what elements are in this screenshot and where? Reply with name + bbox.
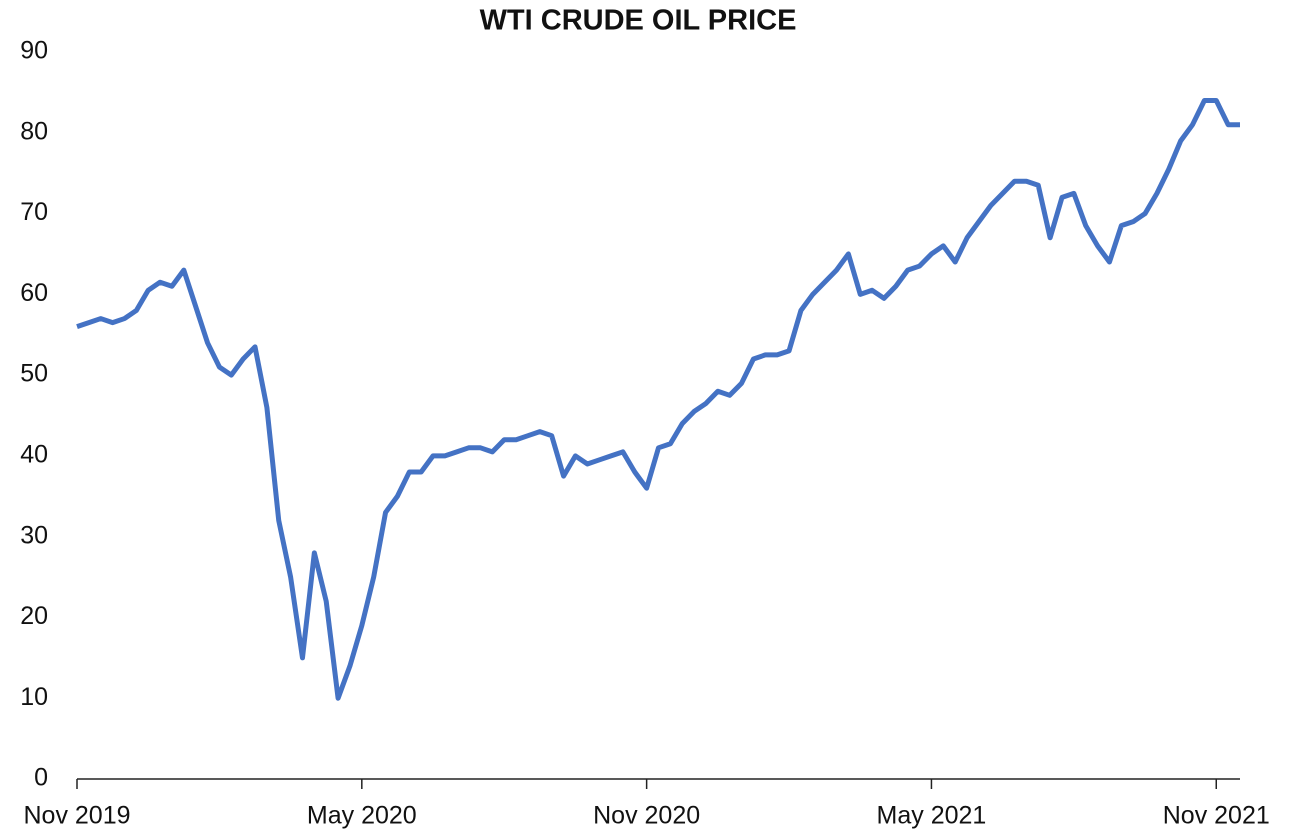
- y-tick-label: 80: [20, 117, 48, 145]
- y-tick-label: 30: [20, 521, 48, 549]
- y-tick-label: 50: [20, 360, 48, 388]
- line-series: [76, 97, 1240, 701]
- x-tick-label: May 2021: [877, 802, 987, 830]
- y-tick-label: 70: [20, 198, 48, 226]
- y-tick-label: 10: [20, 683, 48, 711]
- x-tick-label: Nov 2020: [593, 802, 700, 830]
- y-tick-label: 20: [20, 602, 48, 630]
- y-tick-label: 60: [20, 279, 48, 307]
- x-tick-label: May 2020: [307, 802, 417, 830]
- x-tick-label: Nov 2019: [23, 802, 130, 830]
- y-tick-label: 90: [20, 37, 48, 65]
- chart-title: WTI CRUDE OIL PRICE: [480, 5, 797, 37]
- y-tick-label: 0: [34, 764, 48, 792]
- y-tick-label: 40: [20, 440, 48, 468]
- x-tick-label: Nov 2021: [1163, 802, 1270, 830]
